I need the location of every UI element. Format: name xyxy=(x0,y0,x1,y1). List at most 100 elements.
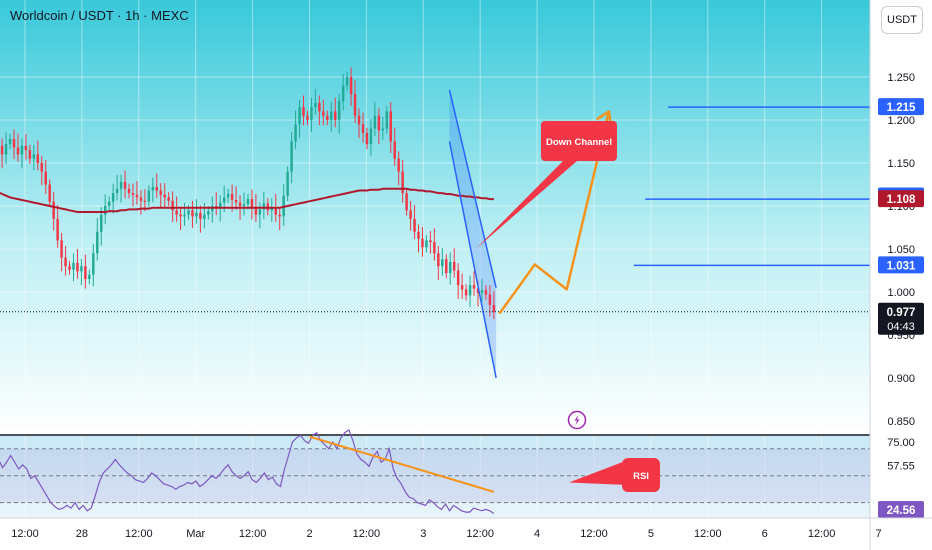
candle-body xyxy=(361,124,365,133)
candle-body xyxy=(119,181,123,189)
candle-body xyxy=(480,290,484,293)
candle-body xyxy=(12,138,16,148)
candle-body xyxy=(330,111,333,120)
candle-body xyxy=(84,266,87,280)
candle-body xyxy=(68,266,71,270)
rsi-divergence-line xyxy=(309,435,495,493)
price-label-badge xyxy=(878,98,924,116)
time-tick-label: 12:00 xyxy=(466,528,494,540)
candle-body xyxy=(405,193,408,211)
candle-body xyxy=(365,132,369,145)
candle-body xyxy=(389,111,392,142)
candle-body xyxy=(258,209,262,215)
candle-body xyxy=(460,285,464,290)
price-tick-label: 1.150 xyxy=(887,158,915,170)
time-axis-background xyxy=(0,518,932,550)
candle-body xyxy=(310,107,313,120)
candle-body xyxy=(20,145,24,155)
price-label-badge xyxy=(878,302,924,335)
candle-body xyxy=(270,207,274,211)
projection-arrowhead xyxy=(596,110,613,125)
candle-body xyxy=(4,144,8,155)
candle-body xyxy=(318,102,321,112)
channel-lower-line xyxy=(448,141,497,379)
candle-body xyxy=(64,257,67,267)
candle-body xyxy=(155,187,158,191)
price-tick-label: 1.050 xyxy=(887,244,915,256)
candle-body xyxy=(349,77,353,95)
candle-body xyxy=(60,240,63,258)
candle-body xyxy=(262,203,266,210)
candle-body xyxy=(230,193,234,200)
candle-body xyxy=(222,197,226,203)
candle-body xyxy=(195,212,198,217)
candle-body xyxy=(171,200,174,211)
candle-body xyxy=(492,304,496,312)
rsi-callout xyxy=(622,458,660,492)
price-label-badge xyxy=(878,256,924,274)
candle-body xyxy=(254,207,258,215)
candle-body xyxy=(163,194,166,198)
candle-body xyxy=(433,242,436,254)
candle-body xyxy=(369,128,373,145)
currency-button[interactable]: USDT xyxy=(881,6,923,34)
moving-average-line xyxy=(0,187,494,213)
candle-body xyxy=(111,193,115,202)
candle-body xyxy=(326,115,329,120)
candle-body xyxy=(401,171,404,194)
price-label-text: 0.977 xyxy=(887,307,916,319)
time-tick-label: Mar xyxy=(186,528,205,540)
candle-body xyxy=(234,199,238,203)
candle-body xyxy=(115,188,119,194)
candle-body xyxy=(246,199,250,205)
lightning-icon-glyph xyxy=(574,415,580,425)
candle-body xyxy=(302,107,305,116)
candle-body xyxy=(36,154,40,163)
price-pane-background xyxy=(0,0,870,435)
candle-body xyxy=(333,111,337,120)
time-tick-label: 12:00 xyxy=(580,528,608,540)
time-tick-label: 4 xyxy=(534,528,540,540)
candle-body xyxy=(464,289,468,296)
candle-body xyxy=(341,85,345,102)
price-label-text: 1.031 xyxy=(887,260,916,272)
candle-body xyxy=(393,141,396,159)
time-tick-label: 28 xyxy=(76,528,88,540)
candle-body xyxy=(76,262,79,272)
chart-title: Worldcoin / USDT · 1h · MEXC xyxy=(10,8,189,23)
candle-body xyxy=(135,194,139,198)
candle-body xyxy=(207,211,210,215)
down-channel-label: Down Channel xyxy=(546,137,612,148)
candle-body xyxy=(52,201,55,219)
candle-body xyxy=(131,193,135,195)
candle-body xyxy=(203,214,206,219)
candle-body xyxy=(373,115,377,129)
time-tick-label: 5 xyxy=(648,528,654,540)
candle-body xyxy=(28,150,32,159)
candle-body xyxy=(8,138,12,145)
candle-body xyxy=(488,294,492,305)
time-tick-label: 6 xyxy=(762,528,768,540)
candle-body xyxy=(187,210,190,215)
candle-body xyxy=(40,163,43,172)
rsi-level-label: 57.55 xyxy=(887,461,915,473)
candle-body xyxy=(218,202,222,208)
candle-body xyxy=(468,285,472,296)
candle-body xyxy=(476,288,480,293)
price-tick-label: 1.200 xyxy=(887,115,915,127)
rsi-current-label: 24.56 xyxy=(887,505,916,517)
candle-body xyxy=(472,285,476,289)
candle-body xyxy=(147,190,151,202)
candles xyxy=(0,67,496,320)
candle-body xyxy=(278,214,281,217)
candle-body xyxy=(353,94,357,116)
down-channel-pointer xyxy=(475,161,577,249)
candle-body xyxy=(123,181,127,189)
candle-body xyxy=(425,240,428,248)
candle-body xyxy=(238,202,242,206)
candle-body xyxy=(322,111,325,116)
down-channel-fill xyxy=(449,89,497,379)
candle-body xyxy=(385,111,389,129)
candle-body xyxy=(294,124,297,142)
